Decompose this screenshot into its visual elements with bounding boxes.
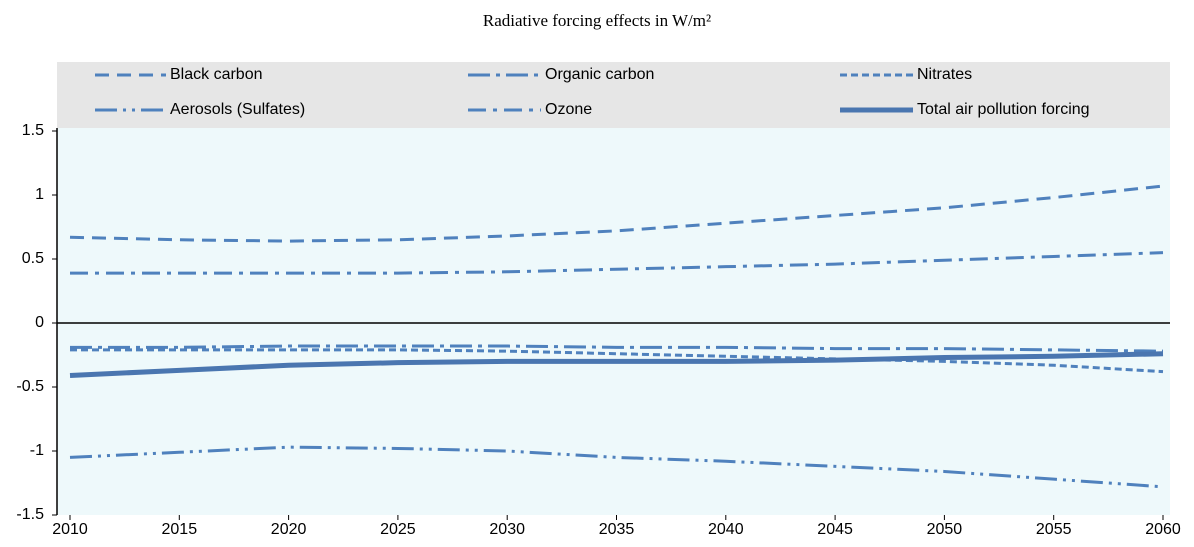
x-tick-label: 2055 [1036,521,1072,538]
y-tick-label: -1.5 [16,506,44,523]
series-line [70,348,1164,374]
plot-background [57,128,1170,515]
y-tick-label: -1 [30,442,44,459]
legend-label: Total air pollution forcing [917,101,1090,118]
series-line [69,351,1164,378]
y-tick-label: -0.5 [16,378,44,395]
x-tick-label: 2035 [599,521,635,538]
series-line [70,344,1164,353]
y-tick-label: 0 [35,314,44,331]
x-tick-label: 2015 [162,521,198,538]
y-tick-label: 0.5 [22,250,44,267]
legend-label: Ozone [545,101,592,118]
x-tick-label: 2020 [271,521,307,538]
legend-label: Black carbon [170,66,263,83]
legend-label: Organic carbon [545,66,654,83]
series-line [70,251,1164,275]
legend-label: Nitrates [917,66,972,83]
x-tick-label: 2050 [927,521,963,538]
x-tick-label: 2030 [489,521,525,538]
y-tick-label: 1 [35,186,44,203]
x-tick-label: 2040 [708,521,744,538]
x-tick-label: 2045 [817,521,853,538]
x-tick-label: 2060 [1145,521,1181,538]
series-line [69,445,1164,489]
legend-label: Aerosols (Sulfates) [170,101,305,118]
x-tick-label: 2025 [380,521,416,538]
series-line [69,184,1164,243]
x-tick-label: 2010 [52,521,88,538]
chart-title: Radiative forcing effects in W/m² [483,11,711,30]
legend-background [57,62,1170,128]
y-tick-label: 1.5 [22,122,44,139]
